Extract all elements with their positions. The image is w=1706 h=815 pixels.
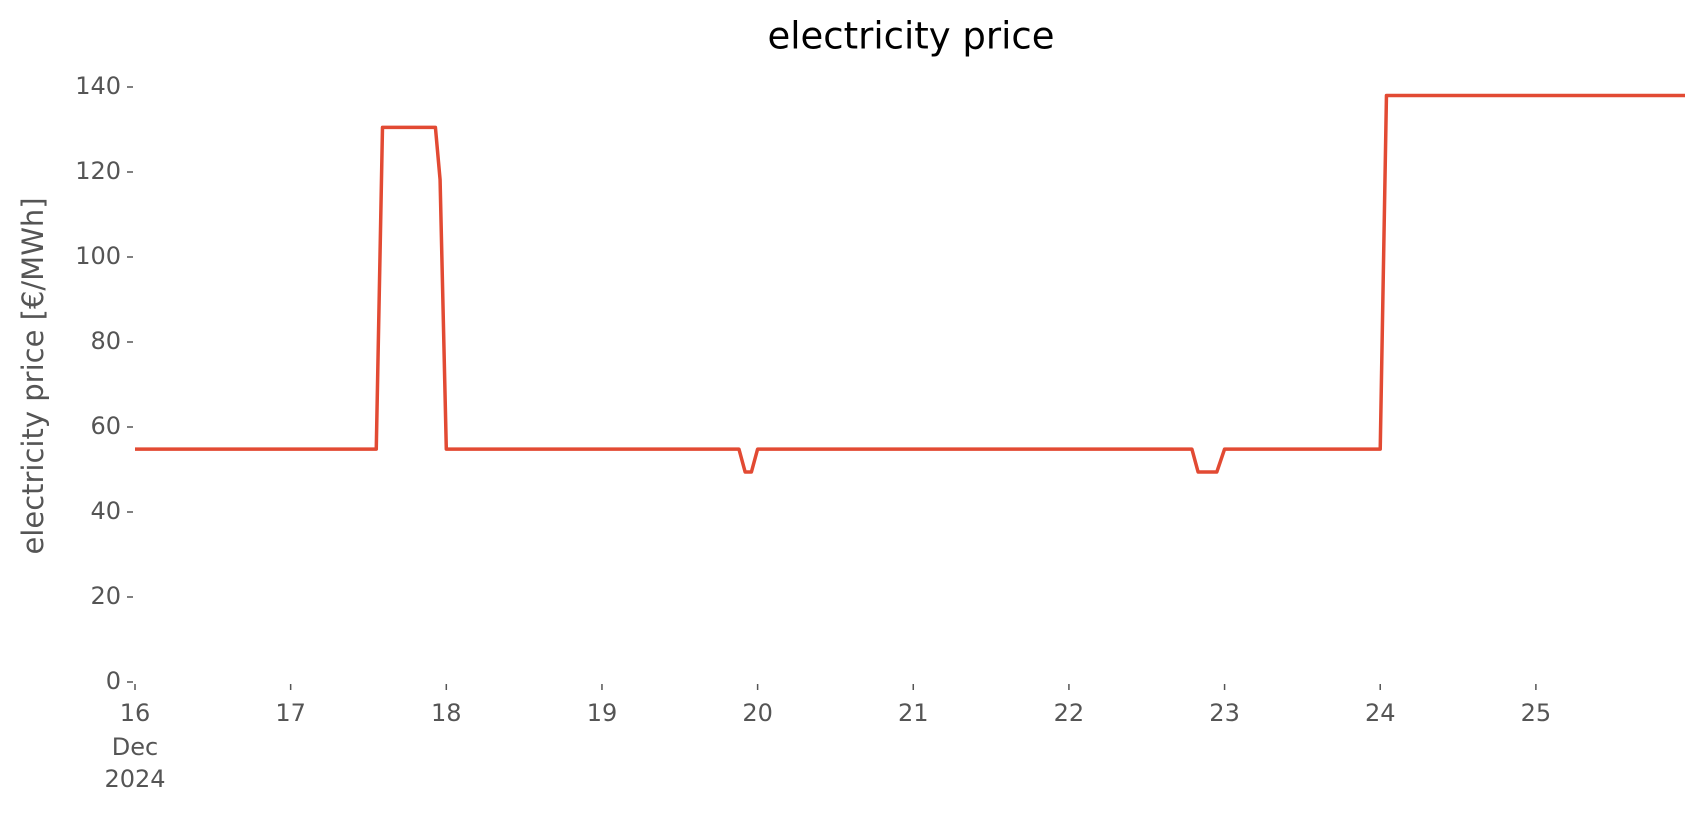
x-tick-label: 20: [742, 699, 773, 727]
x-tick-label: 24: [1365, 699, 1396, 727]
x-tick-label: 21: [898, 699, 929, 727]
x-tick-label: 17: [275, 699, 306, 727]
chart-title: electricity price: [767, 15, 1054, 58]
y-tick-label: 120: [75, 157, 121, 185]
x-tick-label: 16: [120, 699, 151, 727]
y-tick-label: 80: [90, 327, 121, 355]
y-tick-label: 0: [106, 667, 121, 695]
x-tick-label: 18: [431, 699, 462, 727]
line: [135, 93, 1685, 474]
x-tick-label: 22: [1054, 699, 1085, 727]
x-tick-label: 19: [587, 699, 618, 727]
y-tick-label: 100: [75, 242, 121, 270]
y-tick-label: 60: [90, 412, 121, 440]
x-tick-label: 23: [1209, 699, 1240, 727]
y-tick-label: 20: [90, 582, 121, 610]
y-tick-label: 40: [90, 497, 121, 525]
y-tick-label: 140: [75, 72, 121, 100]
y-axis-label: electricity price [€/MWh]: [16, 197, 50, 554]
x-tick-label: 25: [1521, 699, 1552, 727]
x-year-label: 2024: [104, 765, 165, 793]
x-month-label: Dec: [112, 733, 158, 761]
